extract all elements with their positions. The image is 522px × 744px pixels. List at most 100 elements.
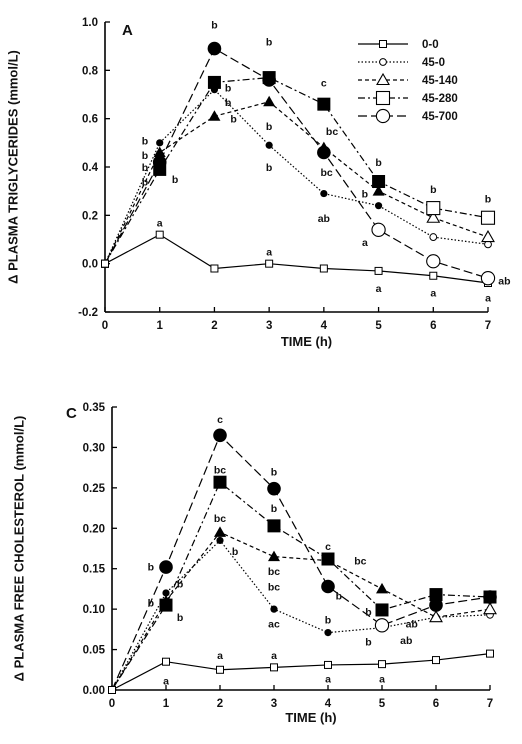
y-tick-label: 0.4: [82, 162, 99, 174]
series-line: [111, 653, 491, 691]
panel-label: C: [66, 405, 77, 422]
series-45-280: [104, 76, 489, 264]
significance-label: b: [177, 578, 183, 590]
data-point: [324, 628, 332, 637]
x-tick-label: 6: [433, 698, 439, 710]
x-tick-label: 4: [325, 698, 332, 710]
data-point: [270, 663, 278, 672]
x-tick-label: 7: [485, 320, 491, 332]
legend-label: 45-280: [422, 93, 458, 105]
significance-label: ac: [268, 619, 280, 631]
significance-label: b: [365, 636, 371, 648]
y-axis-title: Δ PLASMA FREE CHOLESTEROL (mmol/L): [11, 416, 26, 682]
x-tick-label: 1: [163, 698, 170, 710]
significance-label: b: [225, 82, 231, 94]
data-point: [486, 649, 494, 658]
x-tick-label: 3: [271, 698, 277, 710]
data-point: [265, 141, 273, 149]
significance-label: b: [142, 135, 148, 147]
data-point: [262, 73, 276, 87]
series-45-280: [111, 481, 491, 691]
data-point: [483, 602, 497, 615]
legend-marker: [375, 90, 391, 106]
data-point: [432, 656, 440, 665]
legend-marker: [379, 58, 387, 66]
data-point: [156, 139, 164, 147]
series-markers-45-280: [108, 475, 497, 694]
data-point: [372, 185, 385, 196]
significance-label: bc: [354, 556, 366, 568]
significance-label: a: [157, 218, 163, 230]
significance-label: b: [142, 162, 148, 174]
x-tick-label: 6: [430, 320, 436, 332]
significance-label: b: [266, 121, 272, 133]
data-point: [162, 589, 170, 597]
significance-label: bc: [214, 513, 226, 525]
y-tick-label: 0.2: [82, 210, 98, 222]
x-tick-label: 4: [321, 320, 328, 332]
x-tick-label: 2: [211, 320, 217, 332]
x-tick-label: 0: [109, 698, 115, 710]
data-point: [207, 75, 221, 89]
series-45-140: [111, 531, 491, 691]
series-markers-45-700: [101, 41, 496, 286]
series-line: [111, 531, 491, 691]
significance-label: ab: [318, 213, 330, 225]
significance-label: b: [430, 184, 436, 196]
significance-label: b: [232, 546, 238, 558]
x-tick-label: 1: [157, 320, 164, 332]
data-point: [270, 605, 278, 613]
data-point: [152, 155, 167, 169]
legend-marker: [375, 108, 391, 124]
data-point: [429, 598, 443, 612]
data-point: [321, 579, 335, 594]
y-tick-label: -0.2: [78, 307, 98, 319]
panel-label: A: [122, 22, 133, 39]
y-tick-label: 0.00: [83, 685, 105, 697]
significance-label: b: [325, 615, 331, 627]
data-point: [374, 618, 390, 633]
data-point: [268, 550, 280, 562]
significance-label: b: [172, 174, 178, 186]
significance-label: b: [336, 590, 342, 602]
data-point: [155, 230, 164, 239]
data-point: [375, 603, 389, 617]
significance-label: b: [365, 607, 371, 619]
significance-label: a: [362, 237, 368, 249]
data-point: [210, 264, 219, 273]
data-point: [208, 110, 221, 121]
data-point: [429, 610, 443, 623]
chart-panel-c: 0.00 0.05 0.10 0.15 0.20 0.25 0.30 0.35 0 1 2 3 4 5 6 7…: [11, 402, 497, 725]
series-0-0: [104, 233, 489, 284]
data-point: [101, 259, 109, 268]
significance-label: a: [379, 674, 385, 686]
data-point: [214, 526, 226, 537]
data-point: [265, 259, 274, 268]
data-point: [480, 271, 496, 286]
significance-label: a: [271, 650, 277, 662]
data-point: [372, 175, 386, 188]
series-markers-45-700: [108, 428, 497, 694]
chart-panel-a: -0.2 0.0 0.2 0.4 0.6 0.8 1.0 0 1 2 3 4 5 6 7 TIME (h) Δ …: [5, 17, 510, 349]
significance-label: b: [375, 157, 381, 169]
data-point: [213, 428, 227, 443]
data-point: [429, 233, 438, 241]
y-tick-label: 0.15: [83, 564, 106, 576]
data-point: [483, 590, 497, 604]
legend-label: 0-0: [422, 39, 439, 51]
y-tick-label: 0.30: [83, 442, 105, 454]
significance-label: a: [325, 674, 331, 686]
x-tick-label: 2: [217, 698, 223, 710]
data-point: [371, 222, 386, 237]
data-point: [480, 210, 496, 225]
x-axis-title: TIME (h): [285, 710, 336, 725]
y-tick-label: 1.0: [82, 17, 98, 29]
significance-label: a: [376, 283, 382, 295]
x-tick-label: 5: [375, 320, 382, 332]
data-point: [429, 271, 438, 280]
data-point: [207, 41, 222, 56]
legend-label: 45-140: [422, 75, 458, 87]
data-point: [324, 660, 332, 669]
series-45-0: [104, 88, 489, 264]
